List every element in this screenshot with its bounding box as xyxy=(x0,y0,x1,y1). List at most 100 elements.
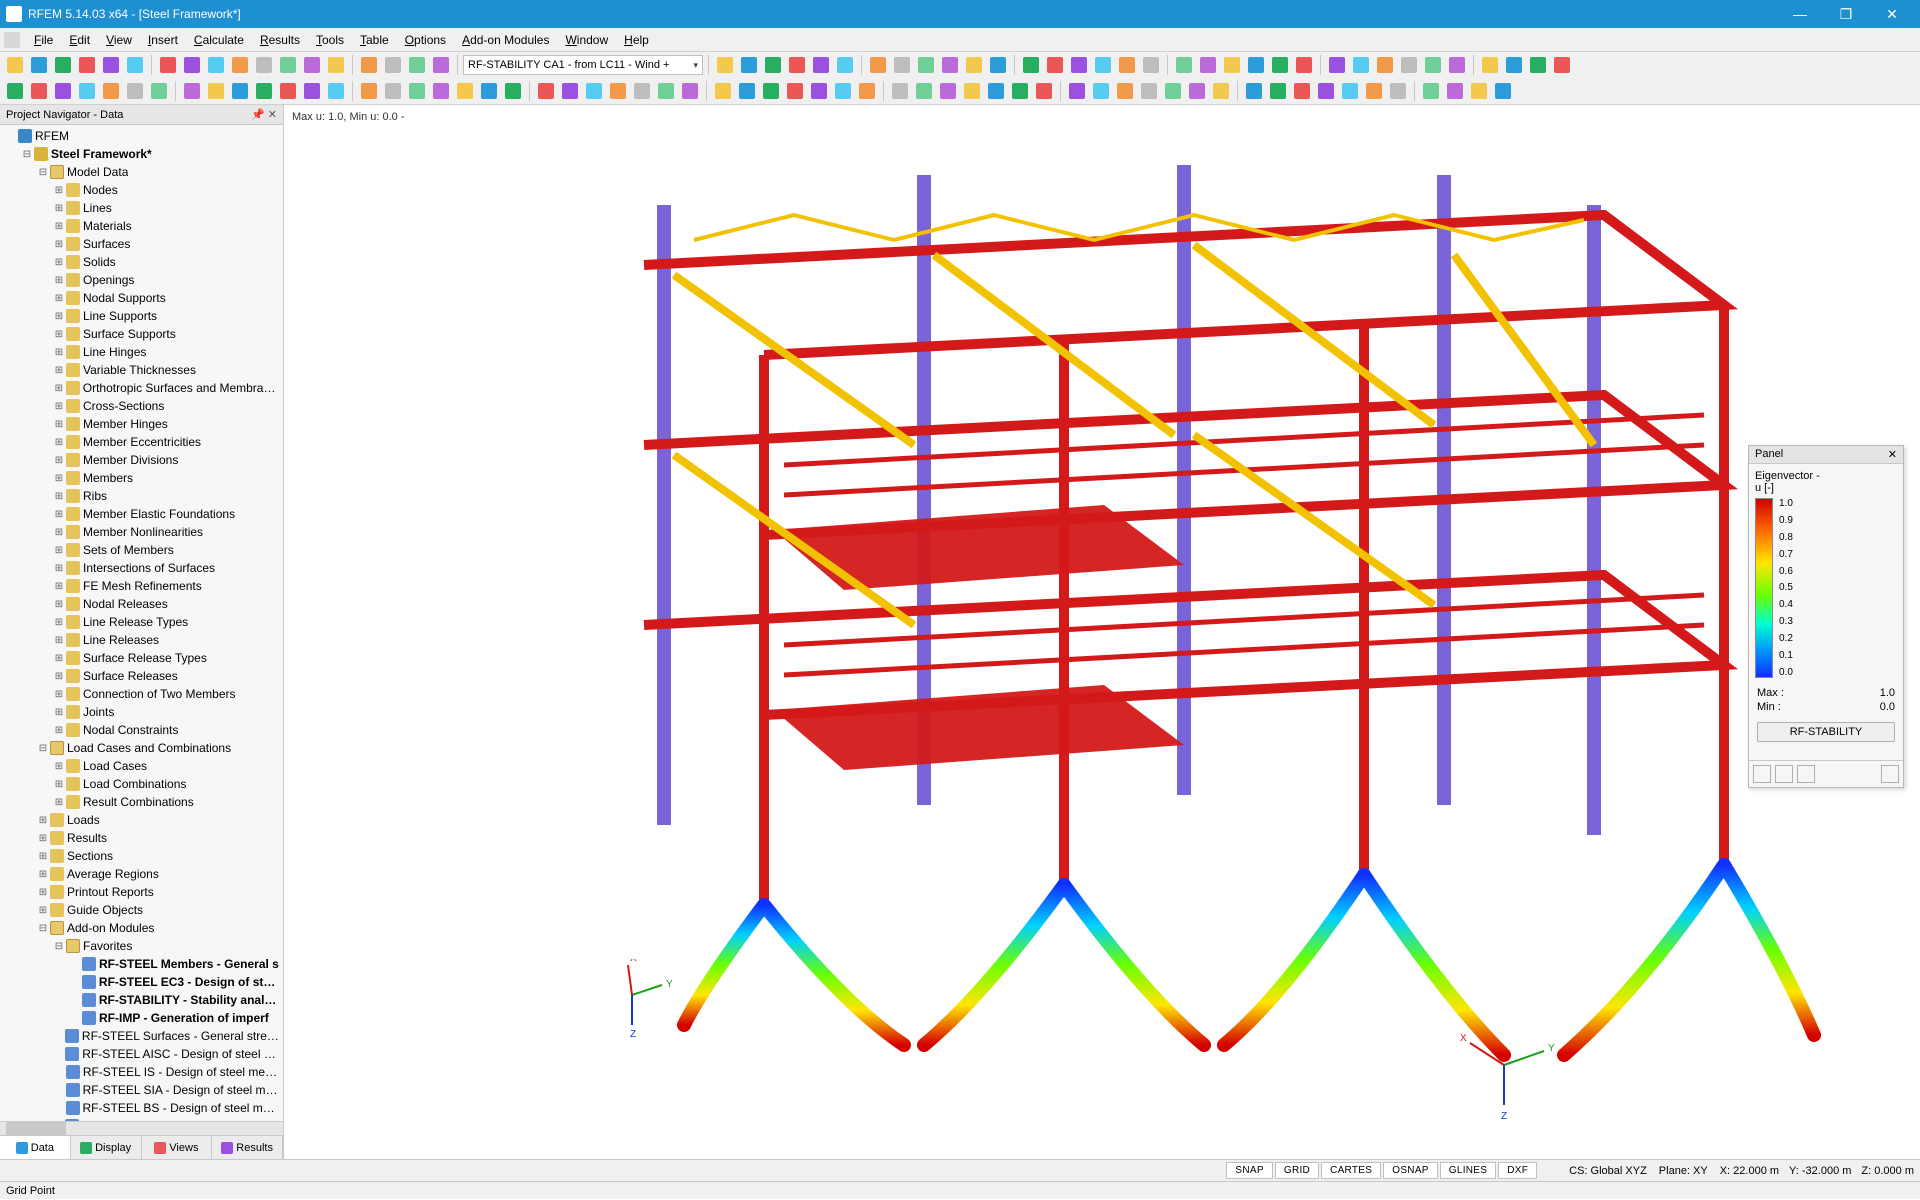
menu-insert[interactable]: Insert xyxy=(140,30,186,50)
tree-item[interactable]: ⊞Results xyxy=(0,829,283,847)
close-button[interactable]: ✕ xyxy=(1870,0,1914,28)
toolbar-button[interactable] xyxy=(100,54,122,76)
toolbar-button[interactable] xyxy=(889,80,911,102)
toolbar-button[interactable] xyxy=(535,80,557,102)
toolbar-button[interactable] xyxy=(1033,80,1055,102)
toolbar-button[interactable] xyxy=(1140,54,1162,76)
toolbar-button[interactable] xyxy=(1350,54,1372,76)
loadcase-dropdown[interactable]: RF-STABILITY CA1 - from LC11 - Wind + xyxy=(463,55,703,75)
toolbar-button[interactable] xyxy=(1138,80,1160,102)
toolbar-button[interactable] xyxy=(963,54,985,76)
tree-item[interactable]: ⊞Member Elastic Foundations xyxy=(0,505,283,523)
toolbar-button[interactable] xyxy=(939,54,961,76)
toolbar-button[interactable] xyxy=(1315,80,1337,102)
toolbar-button[interactable] xyxy=(1245,54,1267,76)
toolbar-button[interactable] xyxy=(1291,80,1313,102)
menu-view[interactable]: View xyxy=(98,30,140,50)
tree-item[interactable]: ⊟Load Cases and Combinations xyxy=(0,739,283,757)
panel-close-icon[interactable]: ✕ xyxy=(1888,448,1897,461)
toolbar-button[interactable] xyxy=(76,54,98,76)
tree-item[interactable]: ⊞Sections xyxy=(0,847,283,865)
tree-item[interactable]: RF-STEEL AISC - Design of steel mem xyxy=(0,1045,283,1063)
toolbar-button[interactable] xyxy=(712,80,734,102)
menu-file[interactable]: File xyxy=(26,30,61,50)
tree-item[interactable]: RF-STABILITY - Stability analysi xyxy=(0,991,283,1009)
toolbar-button[interactable] xyxy=(1197,54,1219,76)
toolbar-button[interactable] xyxy=(607,80,629,102)
tree-item[interactable]: RFEM xyxy=(0,127,283,145)
toolbar-button[interactable] xyxy=(1479,54,1501,76)
toolbar-button[interactable] xyxy=(406,80,428,102)
toolbar-button[interactable] xyxy=(430,80,452,102)
menu-window[interactable]: Window xyxy=(557,30,616,50)
nav-tab-views[interactable]: Views xyxy=(142,1136,213,1159)
toolbar-button[interactable] xyxy=(1114,80,1136,102)
toolbar-button[interactable] xyxy=(430,54,452,76)
tree-item[interactable]: ⊞Openings xyxy=(0,271,283,289)
toolbar-button[interactable] xyxy=(229,80,251,102)
tree-item[interactable]: RF-STEEL BS - Design of steel memb xyxy=(0,1099,283,1117)
toolbar-button[interactable] xyxy=(253,80,275,102)
tree-item[interactable]: ⊞Surface Release Types xyxy=(0,649,283,667)
tree-item[interactable]: RF-STEEL Surfaces - General stress an xyxy=(0,1027,283,1045)
toolbar-button[interactable] xyxy=(205,54,227,76)
tree-item[interactable]: RF-STEEL EC3 - Design of steel xyxy=(0,973,283,991)
toolbar-button[interactable] xyxy=(454,80,476,102)
toolbar-button[interactable] xyxy=(301,54,323,76)
menu-options[interactable]: Options xyxy=(397,30,454,50)
tree-item[interactable]: RF-STEEL IS - Design of steel memb xyxy=(0,1063,283,1081)
toolbar-button[interactable] xyxy=(382,80,404,102)
menu-edit[interactable]: Edit xyxy=(61,30,98,50)
toolbar-button[interactable] xyxy=(760,80,782,102)
toolbar-button[interactable] xyxy=(786,54,808,76)
status-toggle-snap[interactable]: SNAP xyxy=(1226,1162,1272,1179)
tree-item[interactable]: ⊞Nodal Releases xyxy=(0,595,283,613)
toolbar-button[interactable] xyxy=(856,80,878,102)
status-toggle-osnap[interactable]: OSNAP xyxy=(1383,1162,1438,1179)
toolbar-button[interactable] xyxy=(961,80,983,102)
tree-item[interactable]: RF-IMP - Generation of imperf xyxy=(0,1009,283,1027)
toolbar-button[interactable] xyxy=(655,80,677,102)
toolbar-button[interactable] xyxy=(181,54,203,76)
toolbar-button[interactable] xyxy=(1339,80,1361,102)
tree-item[interactable]: ⊞Connection of Two Members xyxy=(0,685,283,703)
toolbar-button[interactable] xyxy=(784,80,806,102)
maximize-button[interactable]: ❐ xyxy=(1824,0,1868,28)
tree-item[interactable]: ⊞Nodes xyxy=(0,181,283,199)
toolbar-button[interactable] xyxy=(277,54,299,76)
toolbar-button[interactable] xyxy=(915,54,937,76)
tree-item[interactable]: ⊞Load Cases xyxy=(0,757,283,775)
toolbar-button[interactable] xyxy=(832,80,854,102)
toolbar-button[interactable] xyxy=(987,54,1009,76)
toolbar-button[interactable] xyxy=(358,54,380,76)
toolbar-button[interactable] xyxy=(406,54,428,76)
tree-item[interactable]: ⊞Lines xyxy=(0,199,283,217)
menu-table[interactable]: Table xyxy=(352,30,397,50)
toolbar-button[interactable] xyxy=(325,80,347,102)
toolbar-button[interactable] xyxy=(1326,54,1348,76)
toolbar-button[interactable] xyxy=(157,54,179,76)
toolbar-button[interactable] xyxy=(1444,80,1466,102)
tree-item[interactable]: ⊞Line Hinges xyxy=(0,343,283,361)
tree-item[interactable]: ⊞Orthotropic Surfaces and Membranes xyxy=(0,379,283,397)
tree-item[interactable]: ⊞Nodal Constraints xyxy=(0,721,283,739)
tree-item[interactable]: ⊞Intersections of Surfaces xyxy=(0,559,283,577)
tree-item[interactable]: ⊟Model Data xyxy=(0,163,283,181)
tree-item[interactable]: ⊞Sets of Members xyxy=(0,541,283,559)
toolbar-button[interactable] xyxy=(358,80,380,102)
toolbar-button[interactable] xyxy=(762,54,784,76)
panel-tool-2[interactable] xyxy=(1775,765,1793,783)
panel-tool-zoom[interactable] xyxy=(1881,765,1899,783)
toolbar-button[interactable] xyxy=(52,80,74,102)
viewport-3d[interactable]: Max u: 1.0, Min u: 0.0 - xyxy=(284,105,1920,1159)
tree-item[interactable]: RF-STEEL Members - General s xyxy=(0,955,283,973)
toolbar-button[interactable] xyxy=(28,54,50,76)
toolbar-button[interactable] xyxy=(502,80,524,102)
toolbar-button[interactable] xyxy=(4,80,26,102)
tree-item[interactable]: ⊞Result Combinations xyxy=(0,793,283,811)
toolbar-button[interactable] xyxy=(808,80,830,102)
tree-item[interactable]: ⊞Line Supports xyxy=(0,307,283,325)
menu-add-on-modules[interactable]: Add-on Modules xyxy=(454,30,557,50)
toolbar-button[interactable] xyxy=(1527,54,1549,76)
minimize-button[interactable]: — xyxy=(1778,0,1822,28)
